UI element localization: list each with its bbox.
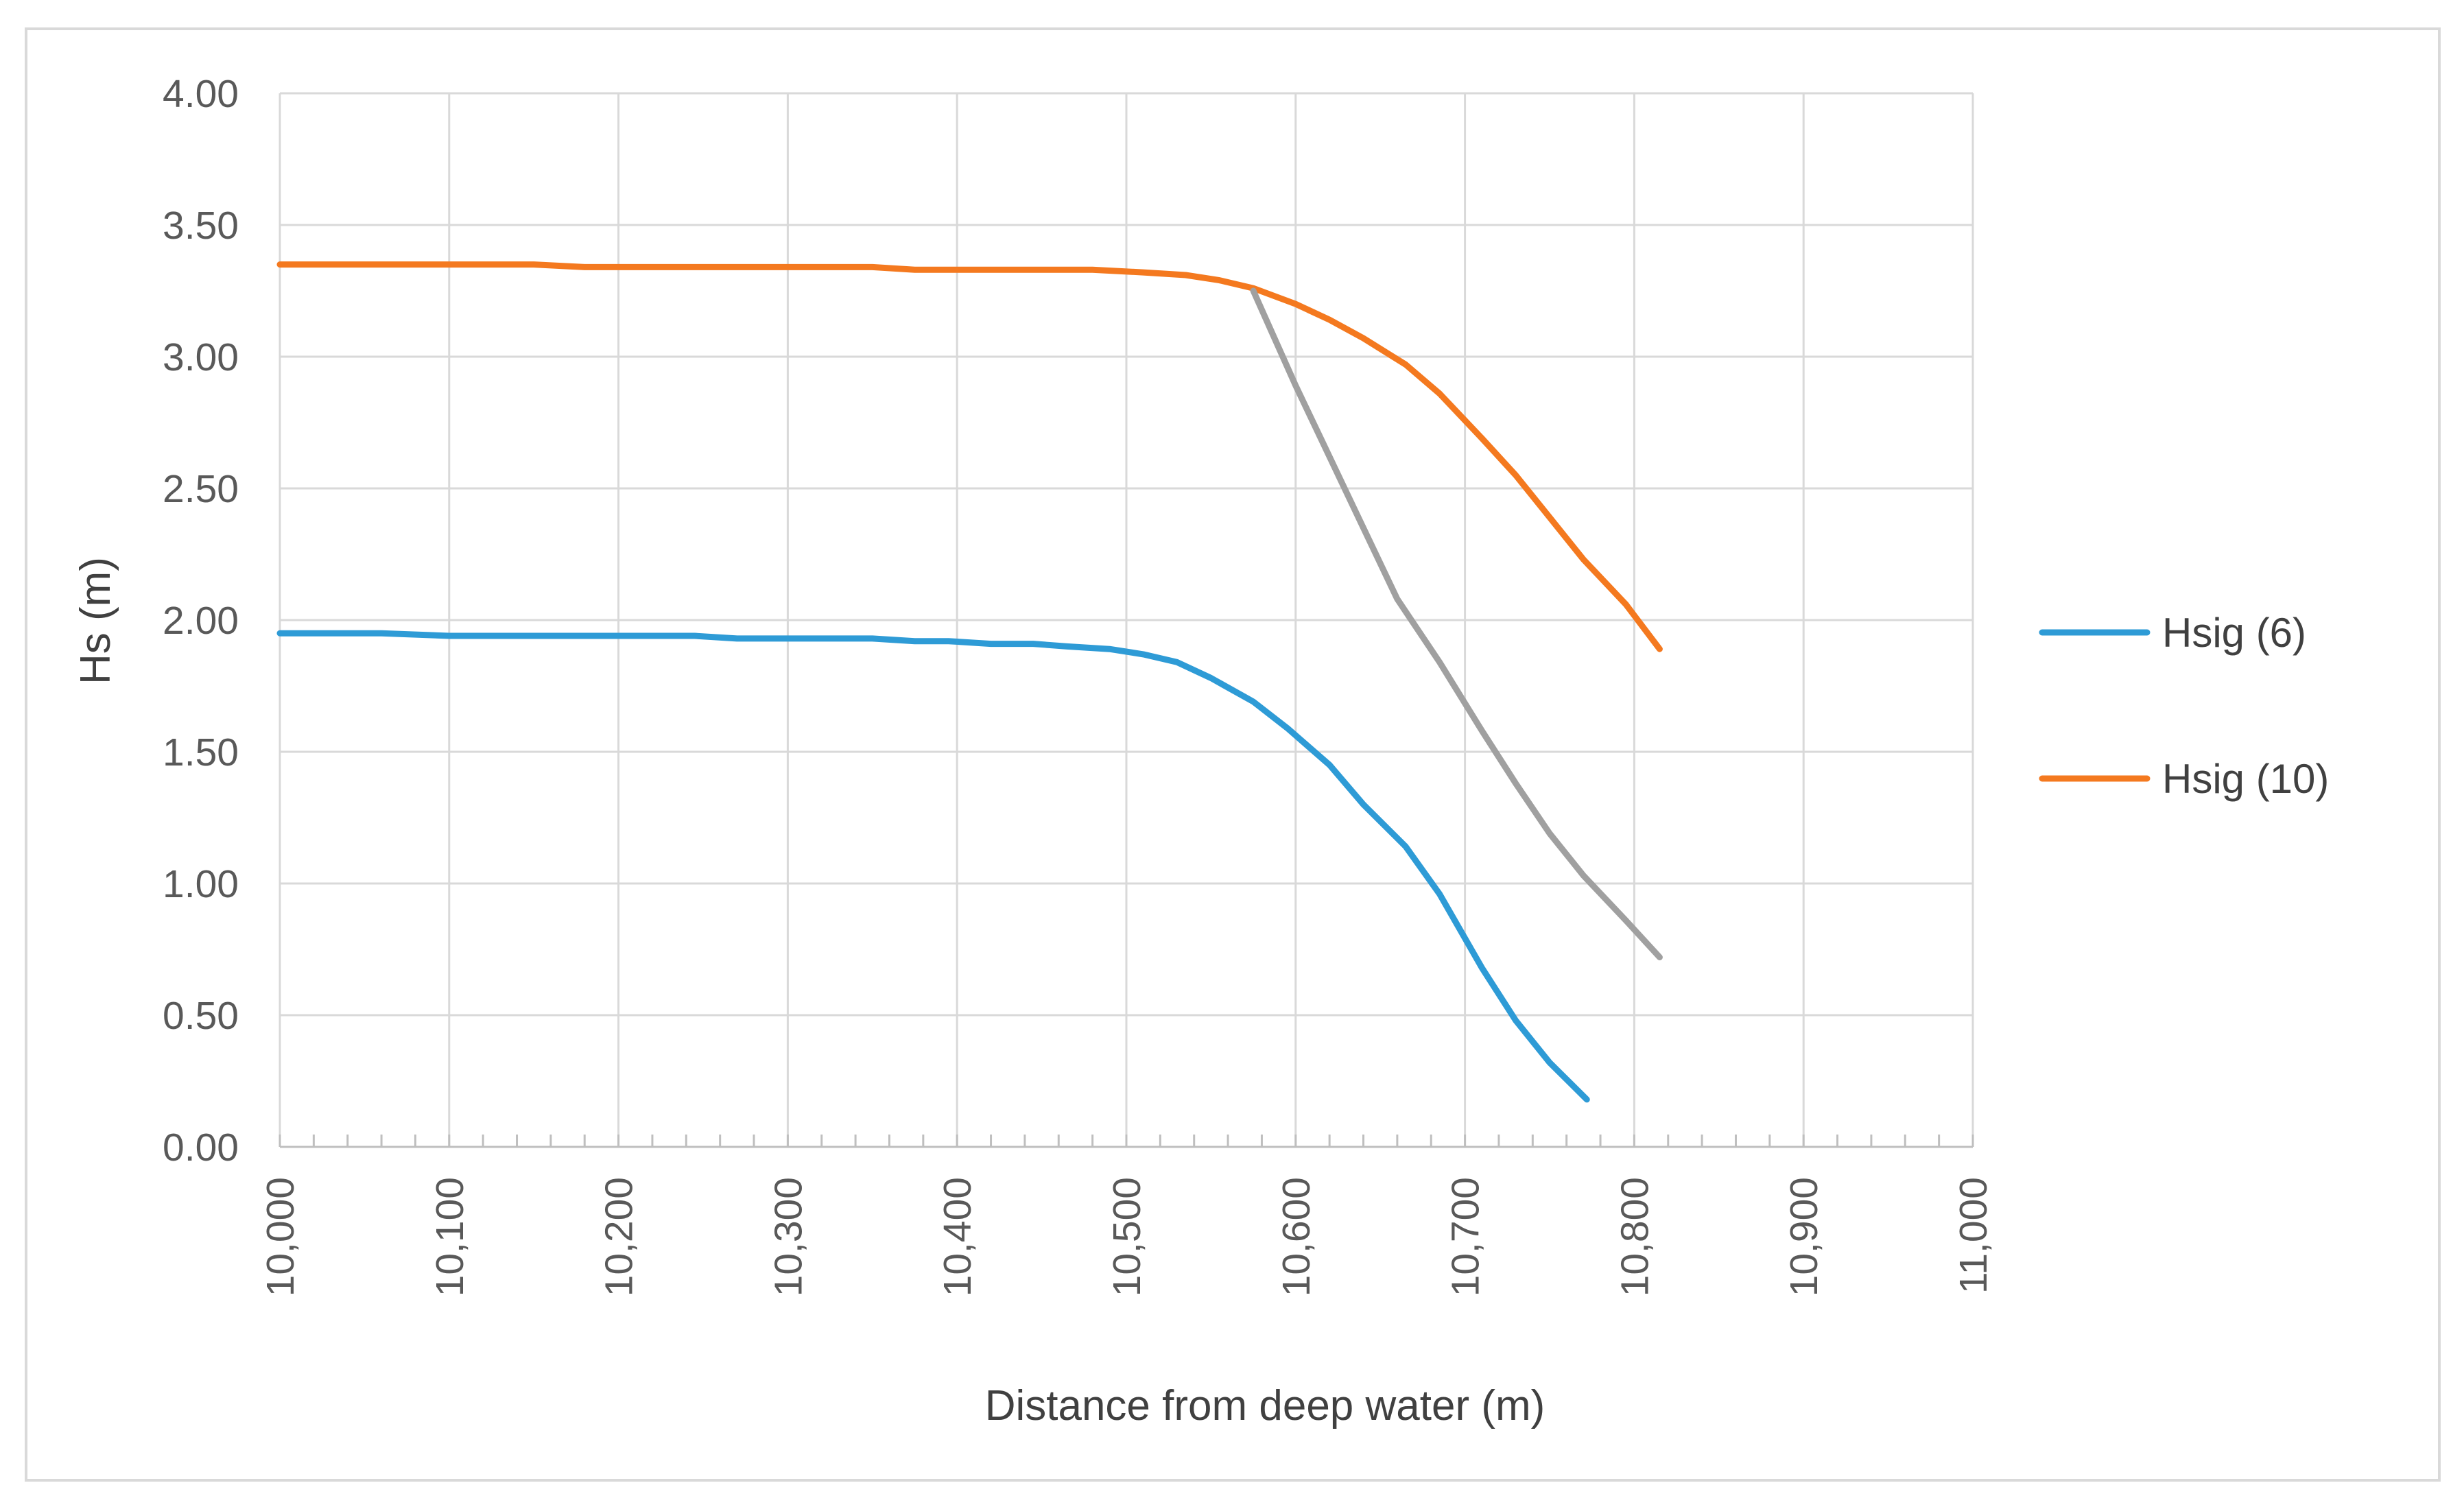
series-lines [276,261,1663,1103]
x-tick-label: 10,700 [1444,1177,1488,1296]
y-tick-label: 0.00 [163,1126,239,1170]
y-tick-label: 3.50 [163,204,239,248]
chart-border [25,27,2441,1482]
y-tick-labels: 0.00 0.50 1.00 1.50 2.00 2.50 3.00 3.50 4.00 [163,72,239,1170]
x-tick-labels: 10,000 10,100 10,200 10,300 10,400 10,500 10,6… [259,1177,1995,1296]
y-axis-title: Hs (m) [72,557,119,685]
x-tick-label: 10,100 [428,1177,472,1296]
x-tick-label: 11,000 [1952,1177,1995,1294]
x-tick-label: 10,900 [1782,1177,1826,1296]
legend-label: Hsig (6) [2162,610,2306,656]
y-tick-label: 3.00 [163,335,239,379]
legend-label: Hsig (10) [2162,756,2329,802]
y-tick-label: 1.00 [163,862,239,906]
x-axis-title: Distance from deep water (m) [985,1382,1545,1429]
x-tick-label: 10,600 [1275,1177,1318,1296]
y-tick-label: 1.50 [163,731,239,774]
x-tick-label: 10,800 [1613,1177,1657,1296]
y-tick-label: 2.00 [163,599,239,643]
series-line-hsig-10 [276,261,1663,652]
x-tick-label: 10,200 [597,1177,641,1296]
y-tick-label: 4.00 [163,72,239,116]
legend: Hsig (6) Hsig (10) [2039,610,2329,802]
axes [279,1135,1974,1148]
x-tick-label: 10,400 [936,1177,980,1296]
x-tick-label: 10,000 [259,1177,303,1296]
y-tick-label: 0.50 [163,994,239,1038]
x-tick-label: 10,500 [1105,1177,1149,1296]
y-tick-label: 2.50 [163,467,239,511]
series-line-unlabeled [1250,287,1663,960]
x-tick-label: 10,300 [766,1177,810,1296]
series-line-hsig-6 [276,630,1590,1103]
